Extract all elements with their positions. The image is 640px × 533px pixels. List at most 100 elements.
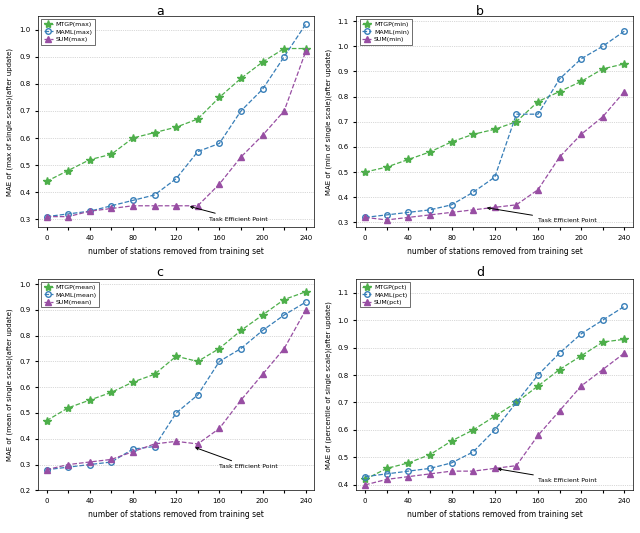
Y-axis label: MAE of (max of single scale)(after update): MAE of (max of single scale)(after updat…	[7, 48, 13, 196]
SUM(pct)	[469, 468, 477, 474]
MTGP(max)	[64, 167, 72, 174]
MTGP(min)	[534, 99, 542, 105]
MTGP(mean)	[86, 397, 93, 403]
MTGP(min)	[491, 126, 499, 133]
SUM(mean)	[64, 462, 72, 468]
MAML(mean)	[172, 410, 180, 416]
MTGP(min)	[599, 66, 607, 72]
MAML(min)	[577, 55, 585, 62]
MTGP(pct)	[469, 427, 477, 433]
MTGP(pct)	[491, 413, 499, 419]
MAML(pct)	[556, 350, 563, 356]
Legend: MTGP(pct), MAML(pct), SUM(pct): MTGP(pct), MAML(pct), SUM(pct)	[360, 282, 410, 308]
SUM(pct)	[404, 473, 412, 480]
MTGP(pct)	[404, 459, 412, 466]
SUM(pct)	[383, 476, 390, 482]
MAML(min)	[556, 76, 563, 82]
MTGP(min)	[383, 164, 390, 170]
MTGP(min)	[469, 131, 477, 138]
MTGP(mean)	[108, 389, 115, 395]
MTGP(max)	[43, 178, 51, 184]
MAML(pct)	[534, 372, 542, 378]
MAML(max)	[151, 192, 159, 198]
MAML(pct)	[426, 465, 434, 472]
SUM(min)	[621, 88, 628, 95]
SUM(max)	[64, 213, 72, 220]
MTGP(max)	[237, 75, 245, 82]
SUM(mean)	[151, 441, 159, 447]
SUM(pct)	[621, 350, 628, 356]
MAML(max)	[108, 203, 115, 209]
Line: MAML(mean): MAML(mean)	[44, 300, 308, 473]
SUM(max)	[151, 203, 159, 209]
MTGP(pct)	[513, 399, 520, 406]
MAML(pct)	[448, 459, 456, 466]
MAML(min)	[621, 28, 628, 34]
MTGP(mean)	[302, 288, 310, 295]
MAML(mean)	[86, 462, 93, 468]
MTGP(mean)	[64, 405, 72, 411]
SUM(min)	[426, 212, 434, 218]
SUM(mean)	[259, 371, 266, 377]
MTGP(max)	[194, 116, 202, 122]
MAML(mean)	[302, 299, 310, 305]
MAML(max)	[86, 208, 93, 214]
MAML(pct)	[383, 471, 390, 477]
MTGP(min)	[513, 118, 520, 125]
SUM(max)	[43, 213, 51, 220]
MTGP(pct)	[426, 451, 434, 458]
MAML(mean)	[237, 345, 245, 352]
MAML(max)	[172, 175, 180, 182]
SUM(max)	[86, 208, 93, 214]
MTGP(mean)	[172, 353, 180, 359]
MTGP(min)	[577, 78, 585, 85]
MTGP(pct)	[599, 339, 607, 345]
MTGP(mean)	[237, 327, 245, 334]
SUM(mean)	[216, 425, 223, 432]
MAML(pct)	[469, 449, 477, 455]
MTGP(max)	[302, 45, 310, 52]
Line: MAML(min): MAML(min)	[362, 28, 627, 220]
SUM(mean)	[194, 441, 202, 447]
MTGP(pct)	[534, 383, 542, 389]
MAML(min)	[469, 189, 477, 196]
MTGP(max)	[86, 157, 93, 163]
SUM(pct)	[534, 432, 542, 439]
SUM(max)	[108, 205, 115, 212]
Line: MTGP(max): MTGP(max)	[42, 44, 310, 185]
Legend: MTGP(min), MAML(min), SUM(min): MTGP(min), MAML(min), SUM(min)	[360, 19, 412, 45]
SUM(max)	[280, 108, 288, 114]
MAML(pct)	[577, 330, 585, 337]
SUM(mean)	[86, 459, 93, 465]
MAML(mean)	[194, 392, 202, 398]
MAML(pct)	[513, 399, 520, 406]
MTGP(max)	[129, 135, 137, 141]
SUM(min)	[448, 209, 456, 215]
MTGP(max)	[280, 45, 288, 52]
MAML(max)	[280, 53, 288, 60]
SUM(min)	[491, 204, 499, 211]
SUM(mean)	[43, 466, 51, 473]
MTGP(min)	[404, 156, 412, 163]
SUM(min)	[556, 154, 563, 160]
MAML(min)	[448, 201, 456, 208]
SUM(min)	[599, 114, 607, 120]
Text: a: a	[156, 5, 164, 18]
SUM(mean)	[108, 456, 115, 463]
Text: Task Efficient Point: Task Efficient Point	[488, 207, 596, 223]
Line: MTGP(min): MTGP(min)	[361, 60, 628, 176]
SUM(pct)	[577, 383, 585, 389]
SUM(mean)	[172, 438, 180, 445]
SUM(mean)	[129, 448, 137, 455]
SUM(min)	[383, 217, 390, 223]
SUM(min)	[577, 131, 585, 138]
MTGP(mean)	[259, 312, 266, 318]
MAML(mean)	[43, 466, 51, 473]
SUM(pct)	[362, 482, 369, 488]
MAML(max)	[216, 140, 223, 147]
MAML(min)	[426, 207, 434, 213]
MTGP(mean)	[43, 417, 51, 424]
Text: Task Efficient Point: Task Efficient Point	[191, 206, 268, 222]
MAML(pct)	[599, 317, 607, 324]
Legend: MTGP(mean), MAML(mean), SUM(mean): MTGP(mean), MAML(mean), SUM(mean)	[41, 282, 99, 308]
